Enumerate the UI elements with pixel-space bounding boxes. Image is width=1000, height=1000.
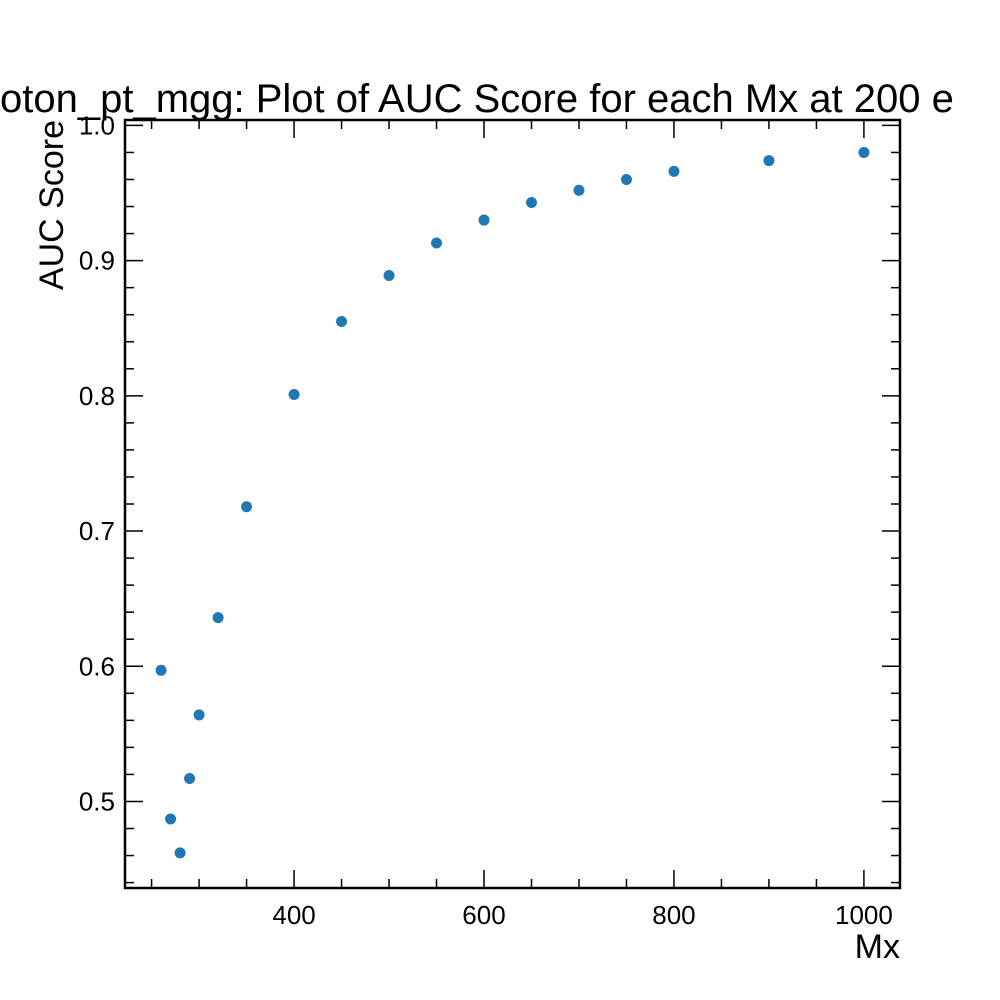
x-axis-label: Mx — [855, 928, 900, 966]
data-point — [573, 184, 585, 196]
data-point — [431, 237, 443, 249]
data-point — [184, 772, 196, 784]
data-point — [193, 709, 205, 721]
y-axis-label: AUC Score — [33, 120, 71, 290]
data-point — [288, 388, 300, 400]
x-tick-label: 800 — [652, 900, 695, 930]
data-point — [165, 813, 177, 825]
y-tick-label: 0.5 — [79, 786, 115, 816]
chart-title: oton_pt_mgg: Plot of AUC Score for each … — [0, 77, 954, 121]
data-point — [383, 269, 395, 281]
data-point — [525, 196, 537, 208]
data-point — [858, 146, 870, 158]
y-tick-label: 0.9 — [79, 246, 115, 276]
data-point — [336, 315, 348, 327]
plot-frame — [123, 118, 902, 890]
data-point — [620, 173, 632, 185]
data-points — [155, 146, 870, 859]
x-tick-label: 1000 — [835, 900, 893, 930]
data-point — [668, 165, 680, 177]
data-point — [212, 612, 224, 624]
x-tick-label: 400 — [272, 900, 315, 930]
data-point — [174, 847, 186, 859]
data-point — [155, 664, 167, 676]
y-tick-label: 0.7 — [79, 516, 115, 546]
data-point — [241, 501, 253, 513]
y-tick-label: 0.6 — [79, 651, 115, 681]
y-tick-label: 0.8 — [79, 381, 115, 411]
axis-ticks — [125, 120, 900, 888]
data-point — [478, 214, 490, 226]
data-point — [763, 155, 775, 167]
x-tick-label: 600 — [462, 900, 505, 930]
y-tick-label: 1.0 — [79, 110, 115, 140]
tick-labels: 400 600 800 1000 0.5 0.6 0.7 0.8 0.9 1.0 — [79, 110, 893, 930]
